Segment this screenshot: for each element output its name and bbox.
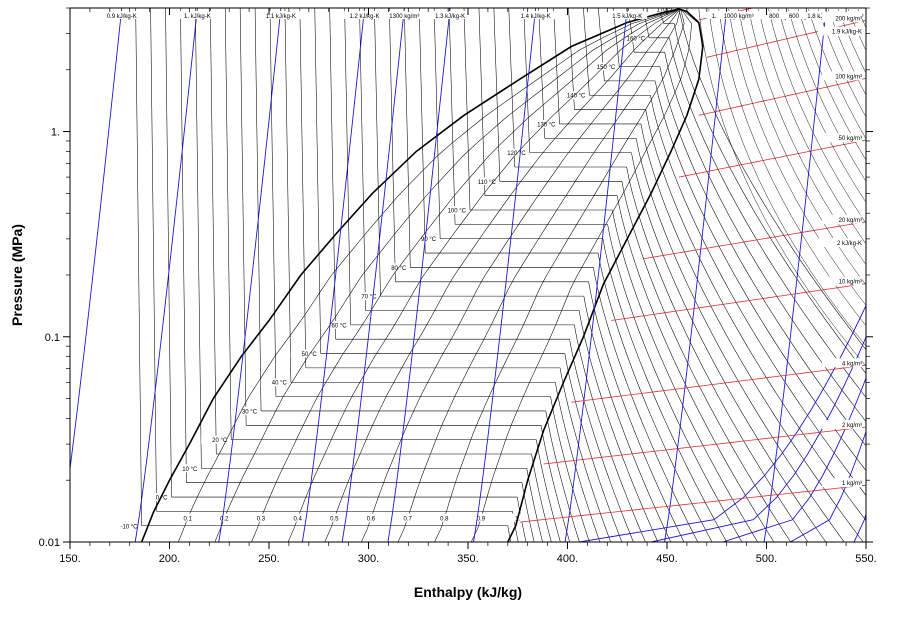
svg-text:250.: 250. xyxy=(258,553,279,565)
isotherm-label: 120 °C xyxy=(507,151,526,157)
entropy-label: 1.3 kJ/kg-K xyxy=(435,14,465,20)
quality-label: 0.8 xyxy=(440,517,449,523)
svg-text:0.01: 0.01 xyxy=(39,537,60,549)
density-label: 100 kg/m³ xyxy=(835,74,862,80)
entropy-label: 1.4 kJ/kg-K xyxy=(521,14,551,20)
isotherm-label: 150 °C xyxy=(597,65,616,71)
density-label: 20 kg/m³ xyxy=(839,218,862,224)
quality-label: 0.2 xyxy=(220,517,229,523)
quality-label: 0.3 xyxy=(257,517,266,523)
density-label: 1 kg/m³ xyxy=(842,481,862,487)
isotherm-label: 90 °C xyxy=(421,237,437,243)
isotherm-label: 100 °C xyxy=(448,209,467,215)
svg-text:400.: 400. xyxy=(557,553,578,565)
entropy-label: 1.5 kJ/kg-K xyxy=(612,14,642,20)
right-edge-label: 1.9 kJ/kg-K xyxy=(832,30,862,36)
isotherm-label: 30 °C xyxy=(242,409,258,415)
quality-label: 0.7 xyxy=(403,517,412,523)
svg-text:550.: 550. xyxy=(855,553,876,565)
isotherm-label: 110 °C xyxy=(478,180,497,186)
entropy-label: 1300 kg/m³ xyxy=(389,14,419,20)
quality-label: 0.4 xyxy=(293,517,302,523)
svg-text:0.1: 0.1 xyxy=(45,332,60,344)
isotherm-label: 50 °C xyxy=(302,352,318,358)
svg-text:1.: 1. xyxy=(51,127,60,139)
top-label: 1000 kg/m³ xyxy=(724,14,754,20)
isotherm-label: 40 °C xyxy=(272,381,288,387)
svg-text:150.: 150. xyxy=(59,553,80,565)
isotherm-label: 140 °C xyxy=(567,94,586,100)
density-label: 50 kg/m³ xyxy=(839,136,862,142)
right-edge-label: 2 kJ/kg-K xyxy=(837,241,862,247)
isotherm-label: 20 °C xyxy=(212,438,228,444)
svg-text:300.: 300. xyxy=(358,553,379,565)
isotherm-label: 10 °C xyxy=(182,467,198,473)
quality-label: 0.5 xyxy=(330,517,339,523)
density-label: 10 kg/m³ xyxy=(839,280,862,286)
svg-text:500.: 500. xyxy=(756,553,777,565)
svg-text:200.: 200. xyxy=(159,553,180,565)
isotherm-label: 130 °C xyxy=(537,122,556,128)
density-label: 200 kg/m³ xyxy=(835,16,862,22)
entropy-label: 0.9 kJ/kg-K xyxy=(107,14,137,20)
ph-diagram-chart: -10 °C0 °C10 °C20 °C30 °C40 °C50 °C60 °C… xyxy=(0,0,914,619)
density-label: 4 kg/m³ xyxy=(842,361,862,367)
isotherm-label: -10 °C xyxy=(121,524,139,530)
density-label: 2 kg/m³ xyxy=(842,423,862,429)
x-axis-title: Enthalpy (kJ/kg) xyxy=(414,584,522,600)
quality-label: 0.9 xyxy=(477,517,486,523)
svg-text:350.: 350. xyxy=(457,553,478,565)
y-axis-title: Pressure (MPa) xyxy=(9,224,25,326)
quality-label: 0.1 xyxy=(183,517,192,523)
svg-text:450.: 450. xyxy=(656,553,677,565)
entropy-label: 1. kJ/kg-K xyxy=(184,14,211,20)
isotherm-label: 60 °C xyxy=(332,323,348,329)
entropy-label: 1.2 kJ/kg-K xyxy=(350,14,380,20)
entropy-label: 1.1 kJ/kg-K xyxy=(266,14,296,20)
quality-label: 0.6 xyxy=(367,517,376,523)
isotherm-label: 70 °C xyxy=(361,295,377,301)
